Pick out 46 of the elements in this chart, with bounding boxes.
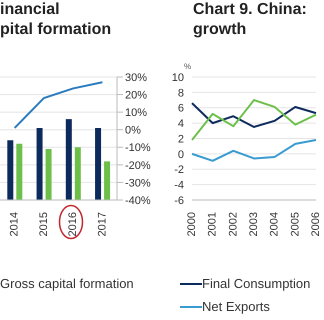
bar xyxy=(95,128,102,200)
x-tick-label: 2014 xyxy=(8,212,21,236)
y2-tick-label: -20% xyxy=(125,160,151,172)
bar xyxy=(16,144,22,200)
legend-label: Final Consumption xyxy=(202,276,310,291)
text: Gross capital formation xyxy=(0,276,134,291)
bar xyxy=(7,140,14,200)
y-axis-title: % xyxy=(184,62,192,71)
line-series xyxy=(14,81,104,129)
x-tick-label: 2006 xyxy=(310,212,322,236)
line-series xyxy=(191,139,317,162)
y-tick-label: 2 xyxy=(178,133,184,146)
bar xyxy=(66,119,72,200)
legend-label: Net Exports xyxy=(202,299,270,314)
y2-tick-label: 0% xyxy=(125,124,142,137)
bar xyxy=(74,147,81,200)
y2-tick-label: -30% xyxy=(125,177,151,190)
y2-tick-label: 10% xyxy=(125,107,148,120)
x-tick-label: 2000 xyxy=(186,212,198,236)
line-series xyxy=(191,99,317,142)
y2-tick-label: 20% xyxy=(125,89,148,102)
bar xyxy=(104,161,110,200)
x-tick-label: 2003 xyxy=(248,212,260,236)
x-tick-label: 2016 xyxy=(67,212,80,236)
line-series xyxy=(191,102,317,128)
y-tick-label: 8 xyxy=(178,87,184,100)
x-tick-label: 2004 xyxy=(268,212,281,236)
y-tick-label: -4 xyxy=(174,180,184,192)
bar xyxy=(46,149,52,200)
y-tick-label: -2 xyxy=(174,164,184,176)
x-tick-label: 2002 xyxy=(227,212,240,236)
y2-tick-label: -40% xyxy=(125,194,151,207)
y-tick-label: 10 xyxy=(172,72,184,84)
y2-tick-label: 30% xyxy=(125,72,148,84)
chart-title: inancial pital formation xyxy=(0,0,112,40)
bar xyxy=(36,128,43,200)
y-tick-label: 4 xyxy=(178,118,184,130)
x-tick-label: 2015 xyxy=(38,212,50,236)
y-tick-label: 0 xyxy=(178,148,184,161)
y2-tick-label: -10% xyxy=(125,142,151,154)
y-tick-label: 6 xyxy=(178,102,184,115)
x-tick-label: 2005 xyxy=(289,212,302,236)
y-tick-label: -6 xyxy=(174,194,184,207)
x-tick-label: 2001 xyxy=(206,212,219,236)
chart-title: Chart 9. China: growth xyxy=(193,0,308,40)
x-tick-label: 2017 xyxy=(96,212,108,236)
